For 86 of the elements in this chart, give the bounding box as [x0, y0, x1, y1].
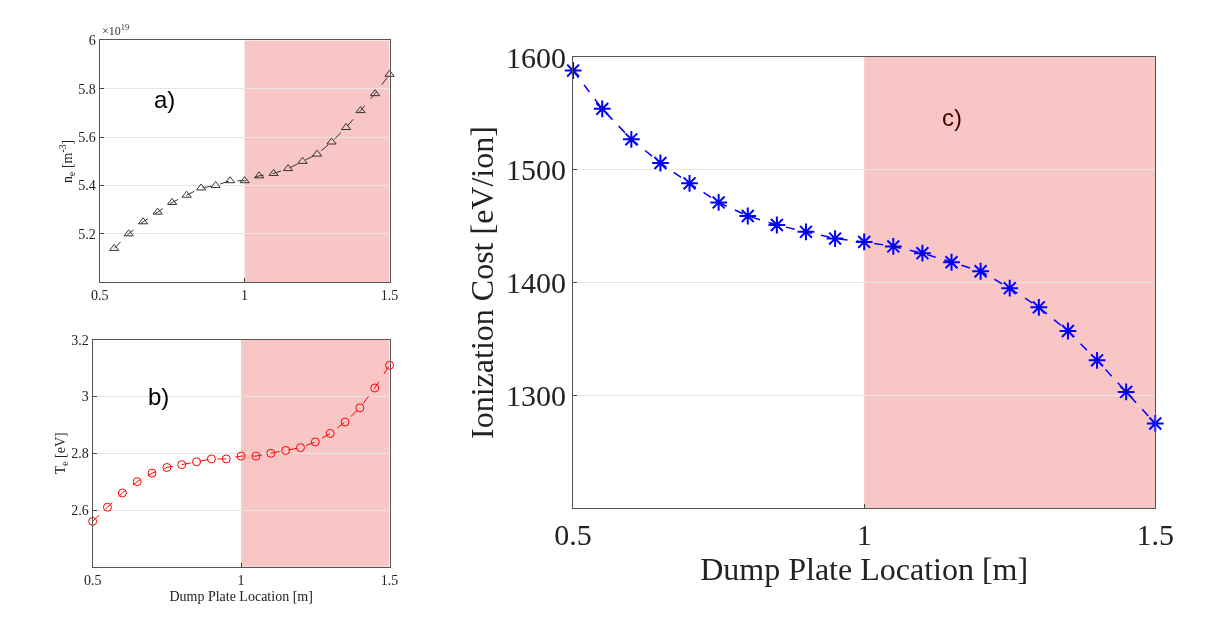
point — [1116, 382, 1136, 402]
point — [1029, 297, 1049, 317]
point — [268, 168, 279, 176]
point — [854, 232, 874, 252]
x-tick-label: 0.5 — [554, 518, 592, 552]
annotation: c) — [942, 104, 962, 131]
x-tick-label: 1 — [237, 572, 245, 588]
x-axis-title: Dump Plate Location [m] — [700, 551, 1029, 588]
point — [1000, 278, 1020, 298]
point — [563, 61, 583, 80]
point — [281, 445, 291, 455]
point — [355, 403, 365, 413]
point — [123, 229, 134, 237]
point — [296, 443, 305, 453]
point — [152, 207, 163, 215]
y-tick-label: 1600 — [506, 40, 567, 74]
point — [167, 197, 178, 205]
point — [709, 193, 729, 212]
point — [147, 468, 157, 478]
point — [239, 176, 250, 184]
point — [162, 462, 172, 472]
point — [138, 217, 149, 225]
point — [384, 69, 395, 77]
point — [592, 99, 612, 119]
point — [680, 173, 699, 193]
point — [221, 454, 231, 464]
point — [192, 457, 202, 467]
point — [385, 360, 395, 370]
text: ×10$^{19}$ — [102, 23, 130, 39]
y-tick-label: 3 — [81, 389, 89, 405]
point — [297, 156, 308, 164]
y-tick-label: 1300 — [506, 378, 567, 412]
x-tick-label: 0.5 — [83, 572, 102, 588]
point — [177, 460, 187, 470]
point — [210, 181, 221, 189]
point — [340, 417, 350, 427]
x-tick-label: 0.5 — [90, 288, 109, 304]
y-tick-label: 1400 — [506, 266, 567, 300]
x-tick-label: 1.5 — [380, 572, 399, 588]
point — [796, 222, 816, 242]
x-axis-title: Dump Plate Location [m] — [169, 588, 313, 604]
point — [236, 451, 246, 461]
point — [825, 229, 845, 248]
point — [651, 153, 670, 173]
y-tick-label: 3.2 — [71, 332, 89, 348]
point — [913, 243, 932, 263]
point — [942, 252, 961, 272]
y-tick-label: 5.2 — [78, 226, 96, 242]
point — [1058, 321, 1078, 341]
point — [1087, 350, 1107, 370]
y-tick-label: 6 — [88, 33, 96, 49]
point — [621, 129, 641, 149]
x-tick-label: 1 — [241, 288, 249, 304]
point — [117, 488, 127, 498]
point — [266, 448, 276, 458]
point — [370, 383, 380, 393]
point — [326, 137, 337, 145]
point — [251, 451, 261, 461]
x-tick-label: 1 — [856, 518, 872, 552]
point — [883, 237, 903, 256]
point — [767, 215, 787, 235]
point — [225, 176, 236, 184]
x-tick-label: 1.5 — [1136, 518, 1175, 552]
point — [1145, 414, 1165, 433]
y-tick-label: 2.6 — [71, 502, 89, 518]
annotation: a) — [154, 86, 176, 113]
y-tick-label: 5.8 — [78, 81, 96, 97]
y-tick-label: 5.6 — [78, 130, 96, 146]
point — [355, 106, 366, 114]
annotation: b) — [148, 383, 170, 410]
y-axis-title: Ionization Cost [eV/ion] — [464, 126, 501, 439]
point — [206, 454, 216, 464]
point — [132, 477, 142, 487]
point — [971, 261, 991, 281]
point — [310, 437, 320, 447]
x-tick-label: 1.5 — [380, 288, 399, 304]
y-tick-label: 2.8 — [71, 446, 89, 462]
point — [88, 516, 98, 526]
point — [181, 190, 192, 198]
point — [325, 428, 335, 438]
y-tick-label: 1500 — [506, 153, 567, 187]
point — [738, 206, 758, 226]
point — [109, 243, 120, 251]
point — [103, 502, 112, 512]
point — [196, 183, 207, 191]
y-tick-label: 5.4 — [78, 178, 96, 194]
